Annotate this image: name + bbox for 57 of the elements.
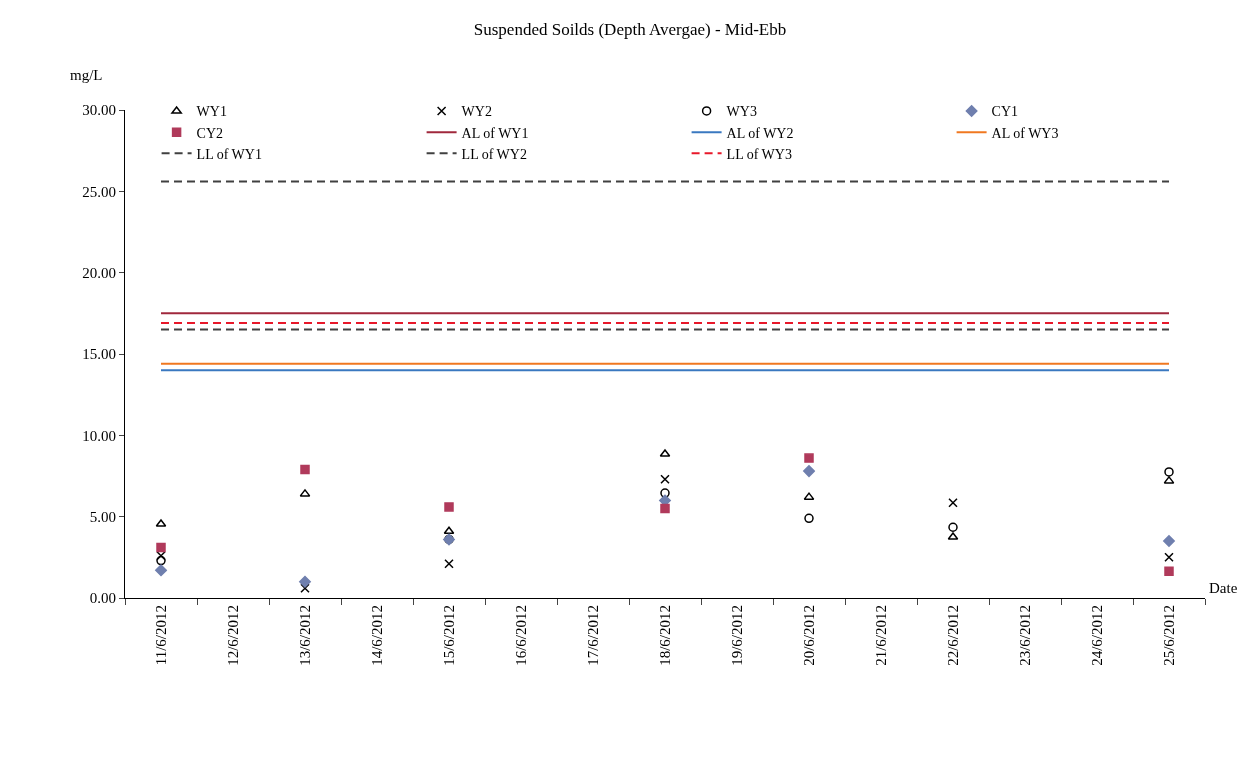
legend-label: LL of WY3 — [726, 146, 792, 162]
point — [299, 575, 311, 588]
y-axis-title: mg/L — [70, 67, 103, 83]
x-tick-label: 13/6/2012 — [296, 605, 313, 666]
x-tick-label: 18/6/2012 — [656, 605, 673, 666]
x-tick-label: 12/6/2012 — [224, 605, 241, 666]
x-tick-label: 22/6/2012 — [944, 605, 961, 666]
legend-label: LL of WY1 — [196, 146, 262, 162]
point — [443, 526, 455, 535]
point — [948, 522, 958, 532]
point — [660, 474, 670, 484]
legend-label: WY3 — [726, 104, 757, 120]
legend-label: CY1 — [991, 104, 1019, 120]
point — [1164, 552, 1174, 563]
x-tick-label: 20/6/2012 — [800, 605, 817, 666]
legend-label: WY2 — [461, 104, 492, 120]
chart-title: Suspended Soilds (Depth Avergae) - Mid-Ebb — [473, 19, 787, 39]
y-tick-label: 0.00 — [89, 590, 116, 607]
point — [1164, 566, 1174, 576]
x-tick-label: 11/6/2012 — [152, 605, 169, 666]
legend-label: AL of WY3 — [991, 125, 1059, 141]
legend-label: CY2 — [196, 125, 224, 141]
point — [1163, 535, 1175, 548]
legend-label: LL of WY2 — [461, 146, 527, 162]
x-tick-label: 25/6/2012 — [1160, 605, 1177, 666]
x-axis-title: Date — [1209, 580, 1238, 596]
x-tick-label: 19/6/2012 — [728, 605, 745, 666]
point — [804, 453, 814, 463]
point — [156, 542, 166, 553]
x-tick-label: 17/6/2012 — [584, 605, 601, 666]
x-tick-label: 24/6/2012 — [1088, 605, 1105, 666]
x-tick-label: 16/6/2012 — [512, 605, 529, 666]
legend-label: WY1 — [196, 104, 227, 120]
y-tick-label: 25.00 — [82, 183, 116, 200]
y-tick-label: 30.00 — [82, 102, 116, 119]
point — [660, 503, 670, 514]
point — [156, 555, 166, 566]
point — [155, 564, 167, 577]
y-tick-label: 5.00 — [89, 508, 116, 525]
point — [803, 465, 815, 478]
x-tick-label: 21/6/2012 — [872, 605, 889, 666]
x-tick-label: 15/6/2012 — [440, 605, 457, 666]
point — [444, 559, 454, 569]
point — [804, 513, 814, 524]
y-tick-label: 20.00 — [82, 264, 116, 281]
y-tick-label: 15.00 — [82, 346, 116, 363]
legend-label: AL of WY1 — [461, 125, 529, 141]
legend-label: AL of WY2 — [726, 125, 794, 141]
point — [660, 488, 670, 498]
point — [300, 583, 310, 593]
point — [300, 464, 310, 475]
y-tick-label: 10.00 — [82, 427, 116, 444]
x-tick-label: 14/6/2012 — [368, 605, 385, 666]
point — [948, 498, 958, 508]
point — [444, 502, 454, 512]
x-tick-label: 23/6/2012 — [1016, 605, 1033, 666]
point — [1164, 467, 1174, 477]
